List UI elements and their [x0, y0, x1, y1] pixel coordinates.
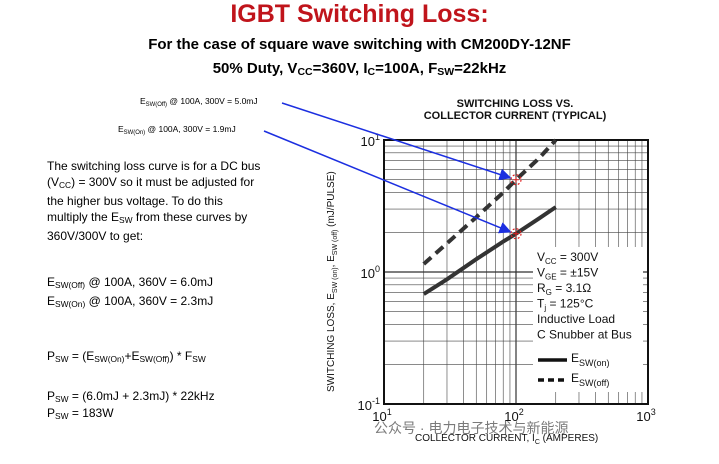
- condition-line: VGE = ±15V: [537, 266, 598, 282]
- operating-point-marker: [510, 228, 522, 240]
- arrow-esw-off: [281, 102, 512, 181]
- callout-esw-on: ESW(On) @ 100A, 300V = 1.9mJ: [118, 124, 236, 136]
- subtitle-line-1: For the case of square wave switching wi…: [148, 36, 571, 53]
- explanation-line: The switching loss curve is for a DC bus: [47, 159, 261, 173]
- y-axis-label: SWITCHING LOSS, ESW (on), ESW (off) (mJ/…: [326, 171, 339, 392]
- formula-psw: PSW = (ESW(On)+ESW(Off)) * FSW: [47, 349, 206, 364]
- y-tick-label: 100: [361, 264, 380, 281]
- series-lines: [422, 138, 558, 296]
- page-title: IGBT Switching Loss:: [230, 0, 489, 28]
- explanation-line: multiply the ESW from these curves by: [47, 210, 248, 225]
- tick-labels: 101 102 103 101 100 10-1: [358, 132, 656, 424]
- watermark-text: 公众号 · 电力电子技术与新能源: [374, 420, 569, 436]
- callout-arrows: [263, 102, 512, 234]
- explanation-paragraph: The switching loss curve is for a DC bus…: [47, 158, 260, 244]
- legend-box: [533, 247, 643, 392]
- condition-line: C Snubber at Bus: [537, 328, 632, 342]
- condition-line: RG = 3.1Ω: [537, 281, 591, 297]
- y-tick-label: 10-1: [358, 396, 380, 413]
- explanation-line: 360V/300V to get:: [47, 229, 144, 243]
- operating-point-marker: [510, 174, 522, 186]
- explanation-line: (VCC) = 300V so it must be adjusted for: [47, 175, 255, 190]
- condition-line: Tj = 125°C: [537, 297, 594, 313]
- chart-title-line-1: SWITCHING LOSS VS.: [456, 98, 574, 110]
- chart-title-line-2: COLLECTOR CURRENT (TYPICAL): [423, 110, 607, 122]
- x-tick-label: 103: [636, 407, 655, 424]
- condition-line: Inductive Load: [537, 312, 615, 326]
- result-esw-off: ESW(Off) @ 100A, 360V = 6.0mJ: [47, 275, 214, 290]
- series-line-sw-on: [422, 205, 557, 296]
- x-tick-label: 101: [372, 407, 391, 424]
- y-tick-label: 101: [361, 132, 380, 149]
- condition-line: VCC = 300V: [537, 250, 598, 266]
- explanation-line: the higher bus voltage. To do this: [47, 194, 223, 208]
- adjusted-results: ESW(Off) @ 100A, 360V = 6.0mJ ESW(On) @ …: [47, 274, 213, 312]
- x-tick-label: 102: [504, 407, 523, 424]
- callout-esw-off: ESW(Off) @ 100A, 300V = 5.0mJ: [140, 96, 258, 108]
- subtitle-line-2: 50% Duty, VCC=360V, IC=100A, FSW=22kHz: [212, 60, 507, 78]
- legend-entry: ESW(off): [571, 371, 609, 388]
- arrow-esw-on: [263, 130, 512, 234]
- result-esw-on: ESW(On) @ 100A, 360V = 2.3mJ: [47, 294, 214, 309]
- x-axis-label: COLLECTOR CURRENT, IC (AMPERES): [415, 433, 598, 446]
- legend-entry: ESW(on): [571, 351, 610, 368]
- formula-psw-result: PSW = 183W: [47, 406, 114, 421]
- formula-psw-values: PSW = (6.0mJ + 2.3mJ) * 22kHz: [47, 389, 215, 404]
- operating-point-markers: [510, 174, 522, 240]
- plot-frame: [383, 139, 649, 405]
- series-line-sw-off: [422, 138, 558, 266]
